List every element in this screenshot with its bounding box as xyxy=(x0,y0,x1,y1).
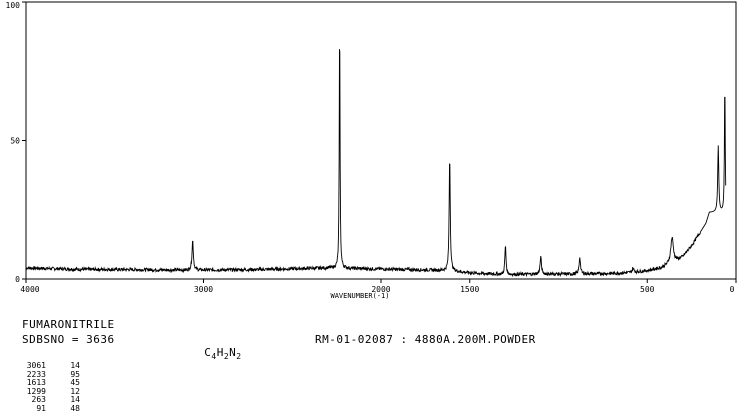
peak-intensity: 12 xyxy=(70,386,80,396)
peak-row: 91 48 xyxy=(22,403,80,414)
peak-intensity: 14 xyxy=(70,395,80,405)
peak-wavenumber: 1299 xyxy=(26,386,46,396)
y-tick-label: 50 xyxy=(10,137,20,146)
measurement-conditions: RM-01-02087 : 4880A.200M.POWDER xyxy=(315,333,536,346)
y-tick-label: 100 xyxy=(6,1,21,10)
peak-row: 2233 95 xyxy=(22,369,80,380)
peak-intensity: 48 xyxy=(70,403,80,413)
raman-spectrum-chart: 4000 3000 2000 1500 500 0 0 50 100 WAVENUMBER(-… xyxy=(6,1,737,300)
y-axis-ticks: 0 50 100 xyxy=(6,1,26,284)
x-tick-label: 500 xyxy=(640,285,655,294)
peak-row: 3061 14 xyxy=(22,361,80,371)
y-tick-label: 0 xyxy=(15,275,20,284)
x-tick-label: 0 xyxy=(730,285,735,294)
formula-element: N xyxy=(229,346,237,359)
spectrum-line xyxy=(25,49,727,278)
formula-count: 4 xyxy=(211,352,217,362)
peak-row: 263 14 xyxy=(22,396,80,405)
peak-intensity: 45 xyxy=(70,378,80,388)
sdbs-number: SDBSNO = 3636 xyxy=(22,333,115,346)
plot-frame xyxy=(25,1,737,280)
x-tick-label: 1500 xyxy=(460,285,479,294)
formula-element: C xyxy=(204,346,212,359)
formula-count: 2 xyxy=(223,352,230,362)
peak-intensity: 95 xyxy=(70,369,80,379)
peak-wavenumber: 3061 xyxy=(26,361,46,370)
peak-wavenumber: 263 xyxy=(31,395,46,405)
x-axis-title: WAVENUMBER(-1) xyxy=(330,292,389,300)
x-axis-ticks: 4000 3000 2000 1500 500 0 xyxy=(20,279,737,294)
peak-wavenumber: 91 xyxy=(36,403,46,413)
formula-count: 2 xyxy=(236,352,242,362)
x-tick-label: 3000 xyxy=(194,285,213,294)
compound-name: FUMARONITRILE xyxy=(22,318,115,331)
peak-wavenumber: 1613 xyxy=(26,378,46,388)
peak-intensity: 14 xyxy=(70,361,80,370)
peak-table: 3061 14 2233 95 1613 45 1299 12 263 14 91 48 xyxy=(22,361,80,414)
x-tick-label: 4000 xyxy=(20,285,39,294)
x-tick-label: 2000 xyxy=(371,285,390,294)
peak-wavenumber: 2233 xyxy=(26,369,46,379)
molecular-formula: C4H2N2 xyxy=(190,333,242,361)
peak-row: 1299 12 xyxy=(22,386,80,397)
formula-element: H xyxy=(216,346,224,359)
peak-row: 1613 45 xyxy=(22,379,80,388)
